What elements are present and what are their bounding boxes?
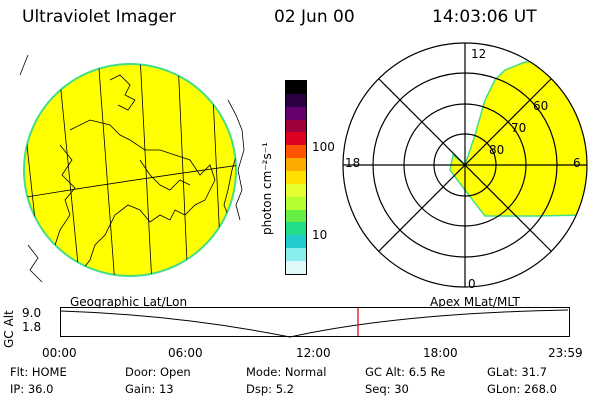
colorbar-segment <box>286 261 306 274</box>
x-tick-2359: 23:59 <box>548 346 583 360</box>
colorbar-segment <box>286 93 306 107</box>
mode-status: Mode: Normal <box>246 365 327 379</box>
coastline <box>27 244 43 283</box>
colorbar-tick-100: 100 <box>312 140 335 154</box>
ip-status: IP: 36.0 <box>10 382 54 396</box>
colorbar-segment <box>286 248 306 262</box>
glon-status: GLon: 268.0 <box>487 382 557 396</box>
colorbar-segment <box>286 171 306 184</box>
geographic-label: Geographic Lat/Lon <box>70 295 188 309</box>
meridian-line <box>97 64 116 276</box>
mlt-label-18: 18 <box>345 156 360 170</box>
colorbar-segment <box>286 235 306 249</box>
coastline <box>44 144 76 256</box>
x-tick-1800: 18:00 <box>423 346 458 360</box>
meridian-line <box>139 64 153 276</box>
meridian-line <box>19 54 29 76</box>
coastline <box>109 74 136 111</box>
meridian-line <box>57 64 81 276</box>
mlt-label-12: 12 <box>471 47 486 61</box>
parallel-line <box>24 164 236 199</box>
colorbar-segment <box>286 222 306 236</box>
altitude-axis-label: GC Alt <box>2 310 16 348</box>
colorbar <box>285 80 307 275</box>
emission-region <box>449 59 587 217</box>
mlt-label-6: 6 <box>573 156 581 170</box>
coastline <box>69 119 216 271</box>
flight-status: Flt: HOME <box>10 365 67 379</box>
globe-disk <box>23 63 237 277</box>
dsp-status: Dsp: 5.2 <box>246 382 294 396</box>
coastline <box>227 99 245 221</box>
colorbar-segment <box>286 209 306 223</box>
coastline <box>139 159 191 191</box>
colorbar-segment <box>286 158 306 172</box>
altitude-tick-9: 9.0 <box>22 306 42 320</box>
mlt-axis-diagonal <box>378 78 552 252</box>
gc-alt-status: GC Alt: 6.5 Re <box>365 365 446 379</box>
altitude-tick-1-8: 1.8 <box>22 320 42 334</box>
gain-status: Gain: 13 <box>125 382 174 396</box>
x-tick-0600: 06:00 <box>168 346 203 360</box>
globe-image <box>19 54 245 283</box>
instrument-title: Ultraviolet Imager <box>22 7 176 27</box>
mlat-label-70: 70 <box>511 121 526 135</box>
colorbar-segment <box>286 106 306 120</box>
time-label: 14:03:06 UT <box>432 7 537 27</box>
colorbar-segment <box>286 132 306 146</box>
colorbar-segment <box>286 119 306 133</box>
colorbar-segment <box>286 196 306 210</box>
altitude-plot <box>60 307 570 338</box>
altitude-frame <box>60 307 570 337</box>
colorbar-label: photon cm⁻²s⁻¹ <box>260 142 274 235</box>
meridian-line <box>177 64 189 276</box>
mlt-label-0: 0 <box>468 277 476 291</box>
polar-plot: 12 18 6 0 60 70 80 <box>342 42 588 291</box>
colorbar-segment <box>286 81 306 94</box>
apex-label: Apex MLat/MLT <box>430 295 520 309</box>
door-status: Door: Open <box>125 365 191 379</box>
colorbar-tick-10: 10 <box>312 228 328 242</box>
mlat-label-60: 60 <box>533 99 548 113</box>
altitude-trace <box>60 309 569 338</box>
seq-status: Seq: 30 <box>365 382 409 396</box>
colorbar-segment <box>286 145 306 159</box>
date-label: 02 Jun 00 <box>274 7 355 27</box>
glat-status: GLat: 31.7 <box>487 365 548 379</box>
mlat-label-80: 80 <box>489 143 504 157</box>
x-tick-0000: 00:00 <box>42 346 77 360</box>
colorbar-segment <box>286 183 306 197</box>
x-tick-1200: 12:00 <box>296 346 331 360</box>
